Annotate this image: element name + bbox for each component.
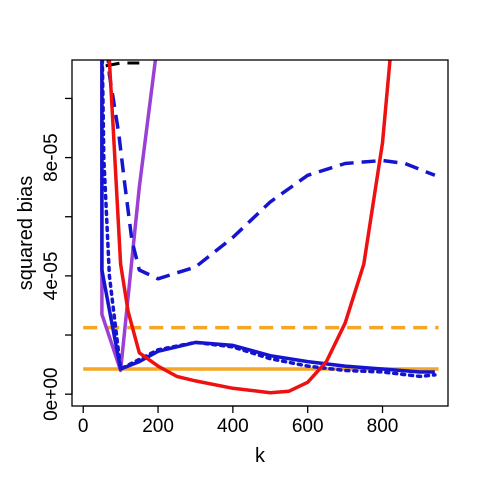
- x-tick-label: 200: [142, 416, 174, 437]
- series-line-5: [106, 60, 436, 281]
- series-line-8: [107, 60, 392, 395]
- x-tick-label: 800: [367, 416, 399, 437]
- axis-layer: 0 200 400 600 800 0e+00 4e-05 8e-05: [41, 97, 399, 437]
- y-tick-label: 4e-05: [41, 252, 62, 301]
- x-tick-label: 400: [217, 416, 249, 437]
- y-axis-title: squared bias: [15, 176, 37, 291]
- y-tick-label: 8e-05: [41, 133, 62, 182]
- x-tick-label: 600: [292, 416, 324, 437]
- series-layer: [83, 60, 439, 395]
- series-line-7: [100, 60, 435, 374]
- x-axis-title: k: [255, 445, 266, 467]
- y-tick-label: 0e+00: [41, 368, 62, 421]
- x-tick-label: 0: [78, 416, 89, 437]
